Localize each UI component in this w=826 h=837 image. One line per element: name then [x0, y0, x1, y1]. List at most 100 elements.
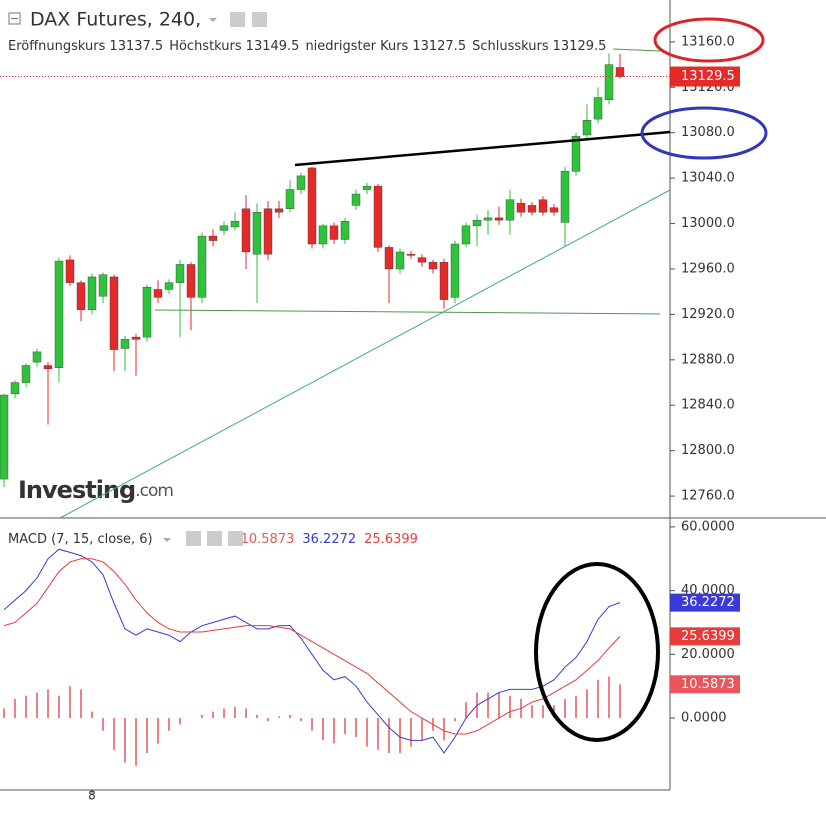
y-tick-label: 13040.0 — [681, 171, 735, 186]
macd-line — [3, 558, 621, 735]
dropdown-icon[interactable] — [209, 18, 217, 22]
logo: Investing.com — [18, 476, 173, 504]
value-tag — [670, 675, 740, 694]
candle-body — [395, 251, 405, 270]
candle-body — [98, 274, 108, 297]
candle-body — [560, 171, 570, 223]
candle-body — [230, 221, 240, 228]
settings-icon[interactable] — [207, 531, 222, 546]
candle-body — [318, 225, 328, 245]
settings-icon[interactable] — [252, 12, 267, 27]
indicator-title: MACD (7, 15, close, 6) — [8, 532, 153, 547]
candle-body — [494, 217, 504, 221]
high-line — [612, 48, 661, 52]
logo-suffix: .com — [135, 481, 173, 501]
drawings — [59, 17, 768, 742]
candle-body — [208, 235, 218, 241]
y-tick-label: 12960.0 — [681, 261, 735, 276]
ohlc-legend: Eröffnungskurs 13137.5 Höchstkurs 13149.5 ni… — [8, 39, 606, 54]
candle-body — [505, 199, 515, 221]
candle-body — [175, 264, 185, 283]
candle-body — [43, 365, 53, 370]
highlight-ellipse — [653, 17, 765, 63]
candle-body — [10, 382, 20, 395]
dropdown-icon[interactable] — [163, 538, 171, 542]
candle-body — [219, 225, 229, 231]
candle-body — [604, 64, 614, 101]
indicator-value: 36.2272 — [302, 532, 356, 547]
ohlc-label: Schlusskurs — [472, 39, 549, 54]
y-tick-label: 13000.0 — [681, 216, 735, 231]
candle-body — [307, 167, 317, 245]
candle-body — [274, 208, 284, 213]
candle-body — [296, 175, 306, 190]
y-tick-label: 60.0000 — [681, 519, 735, 534]
candle-body — [76, 282, 86, 311]
ohlc-value: 13129.5 — [553, 39, 607, 54]
candle-body — [362, 185, 372, 190]
support-line — [154, 309, 661, 315]
highlight-ellipse — [534, 562, 660, 742]
indicator-value: 25.6399 — [364, 532, 418, 547]
candle-body — [32, 351, 42, 363]
candle-body — [472, 219, 482, 227]
y-tick-label: 0.0000 — [681, 711, 727, 726]
close-icon[interactable] — [228, 531, 243, 546]
candle-body — [582, 120, 592, 136]
candle-body — [164, 282, 174, 290]
candle-body — [0, 394, 9, 480]
eye-icon[interactable] — [186, 531, 201, 546]
candle-body — [329, 225, 339, 240]
macd-line — [3, 548, 621, 754]
candle-body — [527, 205, 537, 213]
value-tag — [670, 627, 740, 646]
candle-body — [406, 254, 416, 256]
candle-body — [384, 247, 394, 270]
ohlc-value: 13149.5 — [246, 39, 300, 54]
indicator-value: 10.5873 — [241, 532, 295, 547]
y-tick-label: 12880.0 — [681, 352, 735, 367]
ohlc-label: Eröffnungskurs — [8, 39, 106, 54]
price-tag-label: 13129.5 — [681, 69, 735, 84]
candle-body — [285, 189, 295, 210]
y-tick-label: 20.0000 — [681, 647, 735, 662]
macd-legend: MACD (7, 15, close, 6) 10.5873 36.2272 25.6… — [8, 532, 418, 547]
candle-body — [461, 225, 471, 245]
candle-body — [186, 264, 196, 298]
candle-body — [483, 217, 493, 221]
candle-body — [263, 208, 273, 255]
trend-line — [59, 189, 671, 519]
eye-icon[interactable] — [230, 12, 245, 27]
candle-body — [241, 208, 251, 253]
candle-body — [450, 243, 460, 298]
value-tag-label: 36.2272 — [681, 595, 735, 610]
ohlc-label: niedrigster Kurs — [305, 39, 408, 54]
candle-body — [197, 235, 207, 298]
candle-body — [428, 261, 438, 270]
candle-body — [439, 261, 449, 300]
candle-body — [373, 185, 383, 248]
highlight-ellipse — [640, 106, 768, 160]
chart-title: DAX Futures, 240, — [30, 9, 201, 31]
x-tick-label: 8 — [88, 789, 96, 803]
candle-body — [21, 365, 31, 383]
y-tick-label: 12760.0 — [681, 489, 735, 504]
candle-body — [417, 257, 427, 263]
y-tick-label: 12920.0 — [681, 307, 735, 322]
collapse-icon[interactable] — [8, 12, 21, 25]
candle-body — [87, 276, 97, 311]
y-tick-label: 12800.0 — [681, 443, 735, 458]
candle-body — [252, 212, 262, 255]
candle-body — [351, 193, 361, 206]
candle-body — [593, 97, 603, 120]
price-tag — [670, 66, 740, 87]
candle-body — [549, 207, 559, 213]
logo-text: Investing — [18, 476, 135, 504]
ohlc-label: Höchstkurs — [169, 39, 242, 54]
value-tag-label: 25.6399 — [681, 629, 735, 644]
y-tick-label: 12840.0 — [681, 398, 735, 413]
candle-body — [615, 67, 625, 77]
ohlc-value: 13137.5 — [109, 39, 163, 54]
